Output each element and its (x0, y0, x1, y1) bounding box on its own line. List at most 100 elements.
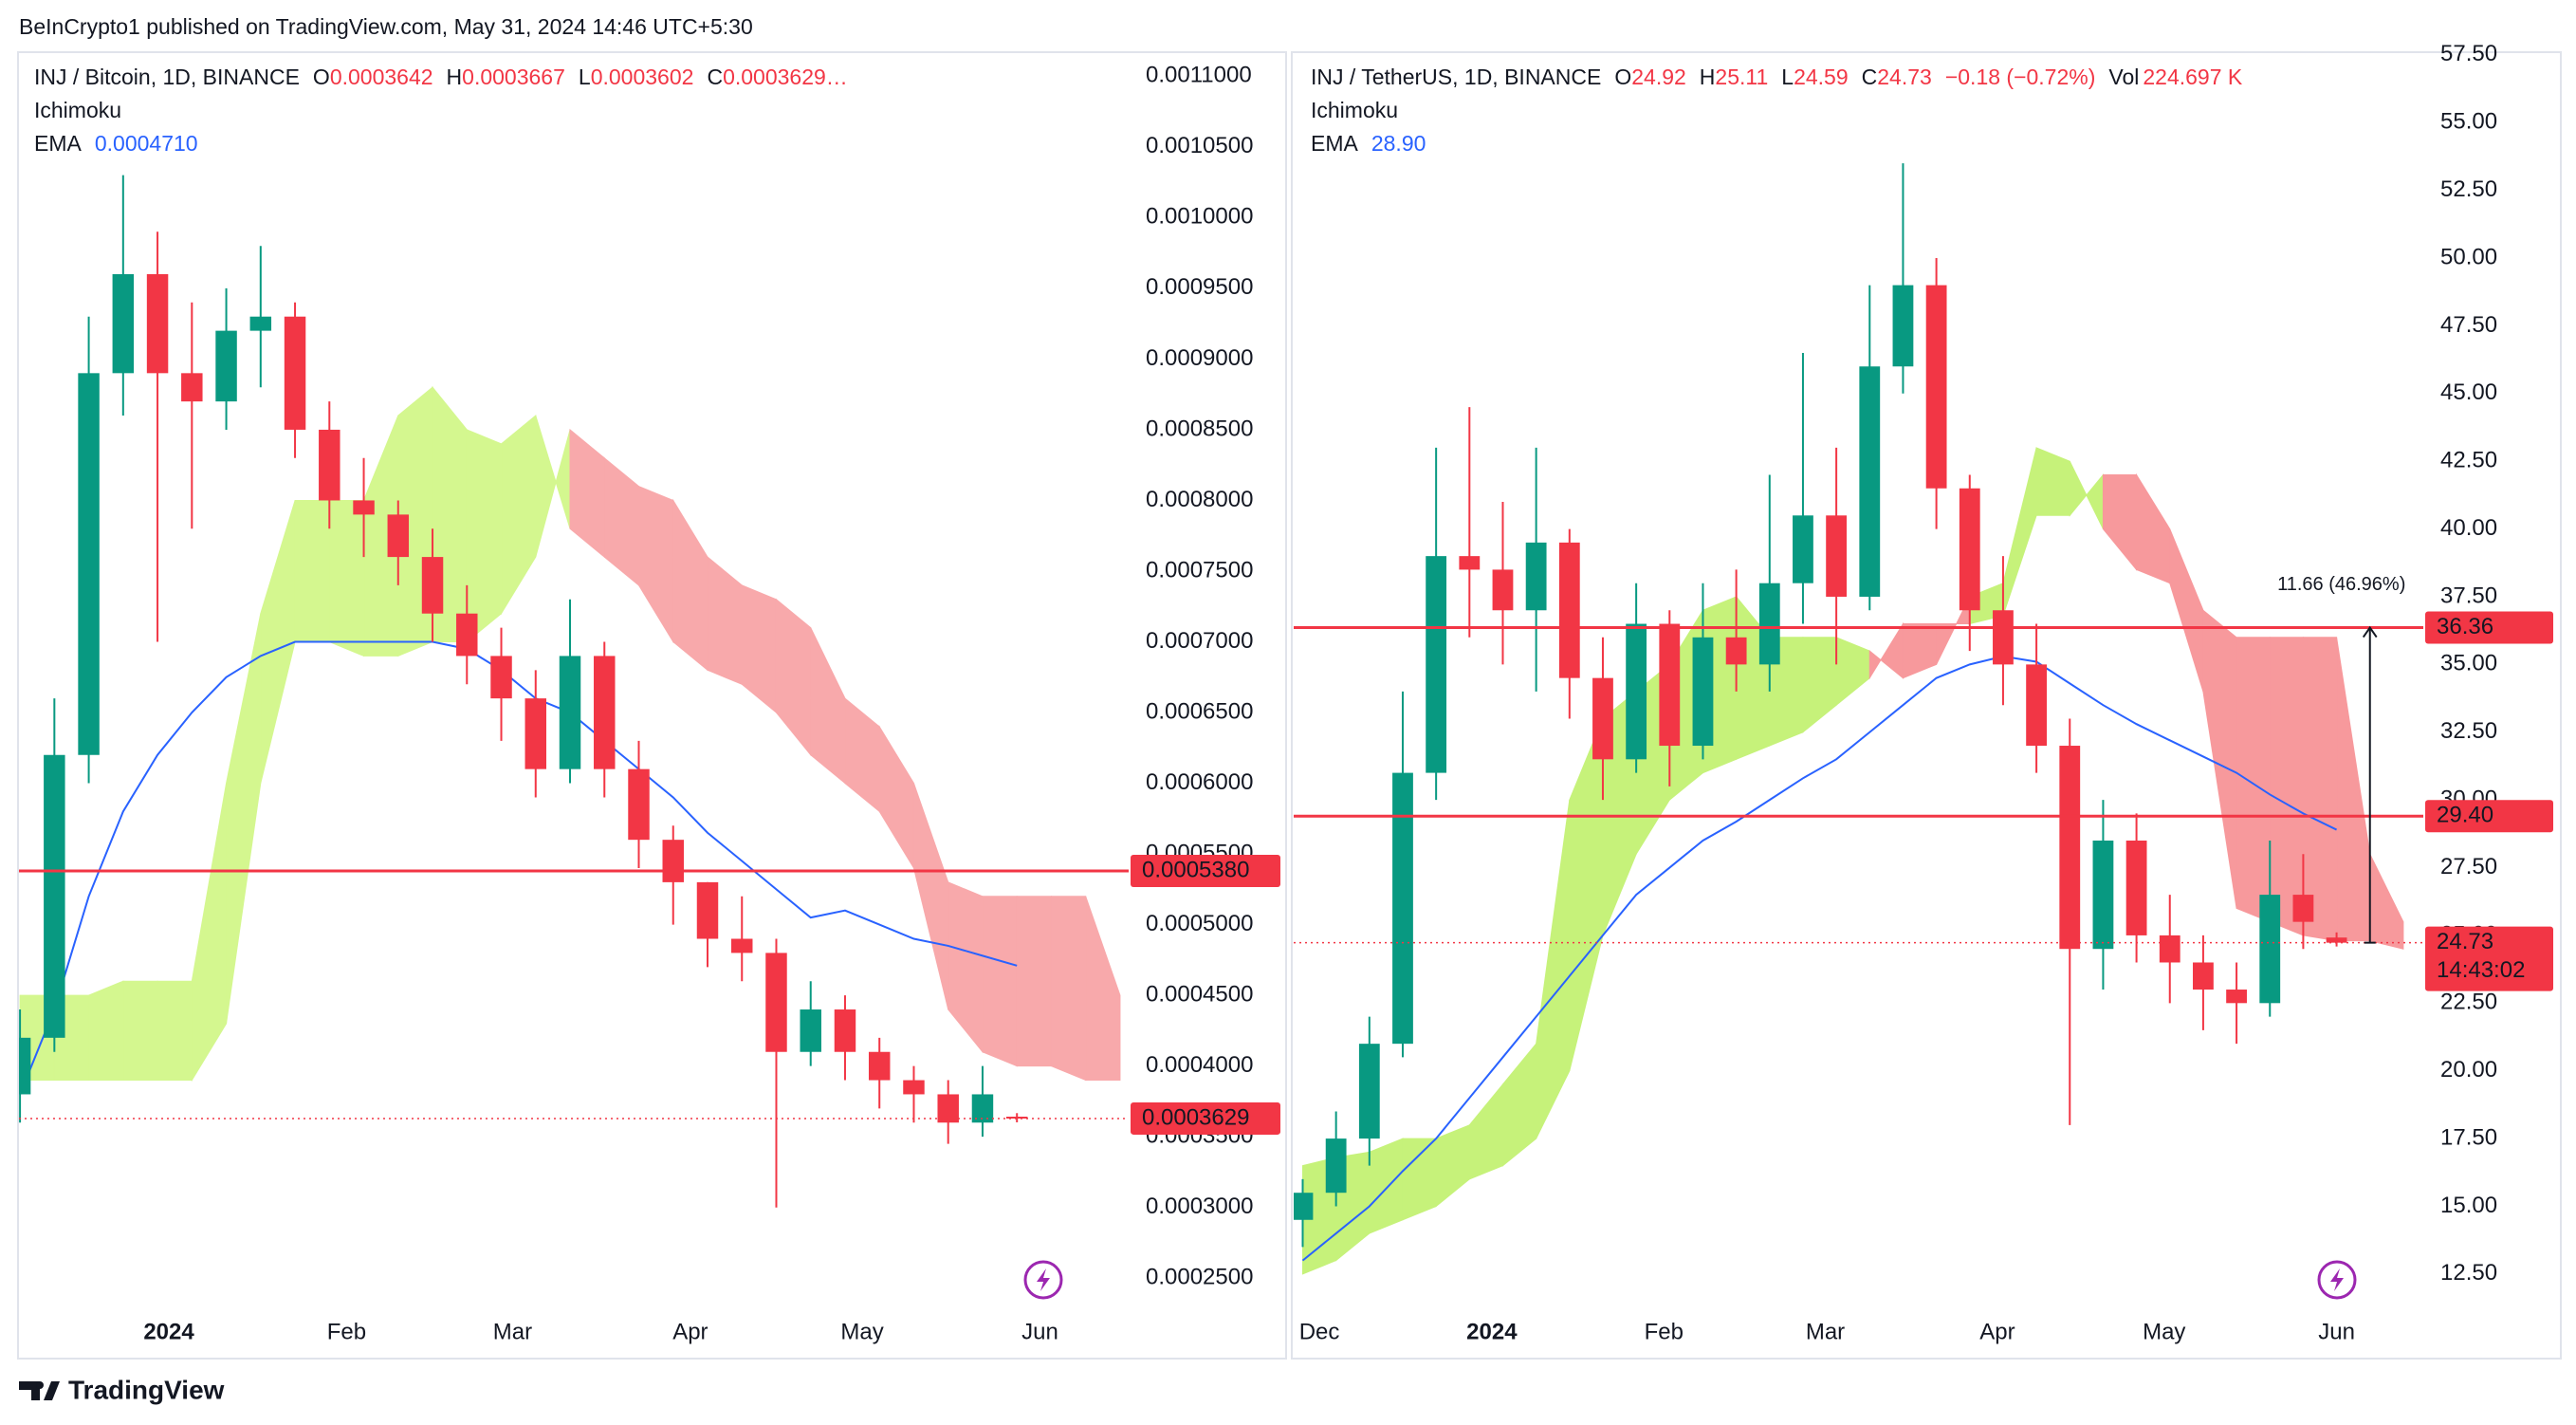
x-tick-label: Feb (327, 1319, 366, 1344)
x-tick-label: Apr (1979, 1319, 2015, 1344)
candle-body (2092, 840, 2114, 950)
x-tick-label: May (2143, 1319, 2185, 1344)
ichimoku-cloud (466, 429, 503, 643)
candle-body (2259, 895, 2281, 1004)
y-tick-label: 52.50 (2440, 176, 2497, 202)
y-tick-label: 12.50 (2440, 1260, 2497, 1286)
logo-mark (19, 1381, 60, 1400)
candle-body (1758, 583, 1780, 665)
logo-dot (36, 1381, 44, 1389)
candle-body (1725, 637, 1747, 665)
ichimoku-cloud (122, 980, 158, 1082)
x-tick-label: Jun (1021, 1319, 1058, 1344)
indicator-name: EMA (34, 131, 83, 156)
y-tick-label: 0.0002500 (1146, 1265, 1253, 1290)
candle-body (421, 557, 444, 614)
right-panel (1291, 51, 2562, 1360)
price-label-box (2425, 926, 2553, 991)
y-tick-label: 0.0011000 (1146, 63, 1252, 88)
x-tick-label: Apr (672, 1319, 708, 1344)
y-tick-label: 0.0004500 (1146, 981, 1253, 1007)
candle-body (146, 273, 169, 374)
ichimoku-cloud (2269, 637, 2304, 936)
candle-body (2026, 664, 2047, 747)
indicator-name: EMA (1311, 131, 1359, 156)
ohlc-value: 0.0003629… (723, 65, 848, 89)
candle-body (1358, 1044, 1380, 1139)
candle-body (628, 768, 650, 841)
ichimoku-cloud (294, 499, 330, 643)
ichimoku-cloud (1016, 896, 1052, 1067)
y-tick-label: 15.00 (2440, 1193, 2497, 1218)
ohlc-key: H (1700, 65, 1716, 89)
ohlc-value: 0.0003642 (330, 65, 433, 89)
candle-body (249, 316, 272, 331)
candle-body (1826, 515, 1848, 597)
ichimoku-cloud (328, 499, 365, 657)
candle-body (1959, 488, 1980, 611)
measure-arrowhead (2362, 625, 2378, 638)
candle-body (800, 1009, 821, 1052)
y-tick-label: 32.50 (2440, 718, 2497, 744)
candle-body (1492, 569, 1514, 611)
indicator-line: Ichimoku (1311, 98, 1398, 122)
legend-line: INJ / Bitcoin, 1D, BINANCE O0.0003642 H 0.0… (34, 65, 848, 89)
candle-body (1793, 515, 1813, 583)
ichimoku-cloud (1369, 1138, 1404, 1234)
ohlc-key: C (707, 65, 723, 89)
candle-body (1005, 1117, 1028, 1120)
y-tick-label: 0.0006500 (1146, 698, 1253, 724)
y-tick-label: 0.0008500 (1146, 416, 1253, 441)
candle-body (1592, 677, 1613, 760)
candle-body (112, 273, 135, 374)
y-tick-label: 0.0007500 (1146, 557, 1253, 583)
y-tick-label: 35.00 (2440, 651, 2497, 676)
candle-body (971, 1094, 994, 1123)
symbol: INJ / Bitcoin, 1D, BINANCE (34, 65, 300, 89)
candle-body (834, 1009, 856, 1052)
candle-body (2125, 840, 2147, 935)
indicator-name: Ichimoku (34, 98, 121, 122)
candle-body (1892, 285, 1914, 367)
ohlc-value: 24.59 (1794, 65, 1849, 89)
candle-body (1325, 1138, 1347, 1194)
candle-body (731, 938, 753, 953)
y-tick-label: 0.0007000 (1146, 628, 1253, 654)
x-tick-label: Jun (2318, 1319, 2355, 1344)
ichimoku-cloud (982, 896, 1018, 1067)
ohlc-key: L (579, 65, 591, 89)
ema-line (1301, 655, 2338, 1262)
price-label: 29.40 (2437, 803, 2493, 828)
ohlc-key: L (1781, 65, 1794, 89)
ohlc-value: 0.0003602 (591, 65, 694, 89)
measure-label: 11.66 (46.96%) (2277, 574, 2405, 595)
y-tick-label: 0.0006000 (1146, 769, 1253, 795)
candle-body (19, 1037, 31, 1095)
indicator-name: Ichimoku (1311, 98, 1398, 122)
candle-body (1925, 285, 1947, 489)
price-label: 24.73 (2437, 929, 2493, 954)
y-tick-label: 57.50 (2440, 41, 2497, 66)
y-tick-label: 0.0005000 (1146, 911, 1253, 936)
indicator-value: 0.0004710 (95, 131, 198, 156)
y-tick-label: 40.00 (2440, 515, 2497, 541)
plot-area (19, 175, 1121, 1208)
y-tick-label: 0.0004000 (1146, 1052, 1253, 1078)
candle-body (1459, 556, 1481, 570)
candle-body (937, 1094, 959, 1123)
candle-body (903, 1080, 925, 1095)
candle-body (353, 500, 375, 515)
plot-area (1294, 163, 2404, 1275)
x-tick-label: 2024 (143, 1319, 194, 1344)
publisher-line: BeInCrypto1 published on TradingView.com… (19, 14, 753, 39)
y-tick-label: 0.0003000 (1146, 1194, 1253, 1219)
left-panel (17, 51, 1287, 1360)
ohlc-key: O (313, 65, 330, 89)
ohlc-key: H (447, 65, 463, 89)
candle-body (765, 953, 787, 1052)
ichimoku-cloud (156, 980, 193, 1082)
ichimoku-cloud (1050, 896, 1087, 1082)
